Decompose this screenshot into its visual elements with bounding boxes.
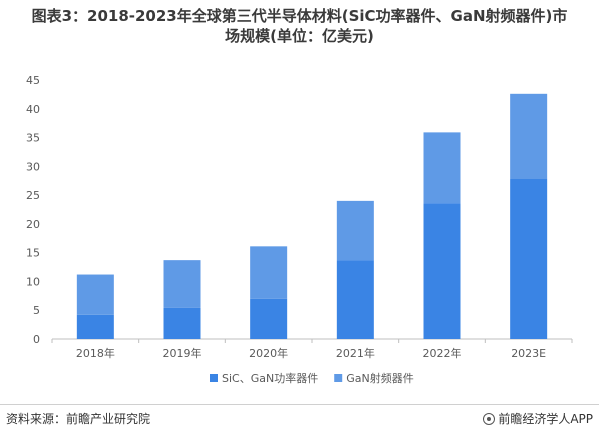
brand-credit: 前瞻经济学人APP bbox=[483, 410, 593, 427]
bar-gan-rf bbox=[336, 200, 374, 261]
bar-gan-rf bbox=[250, 246, 288, 299]
y-tick-label: 30 bbox=[26, 160, 40, 173]
y-tick-label: 10 bbox=[26, 275, 40, 288]
legend-label: SiC、GaN功率器件 bbox=[222, 371, 318, 385]
chart-title-line-2: 场规模(单位：亿美元) bbox=[225, 27, 374, 45]
x-tick-label: 2019年 bbox=[163, 346, 202, 360]
y-tick-label: 45 bbox=[26, 74, 40, 87]
bar-sic-gan-power bbox=[163, 307, 201, 339]
bar-gan-rf bbox=[163, 260, 201, 308]
x-tick-label: 2021年 bbox=[336, 346, 375, 360]
x-tick-label: 2022年 bbox=[423, 346, 462, 360]
legend-label: GaN射频器件 bbox=[346, 371, 414, 385]
legend-swatch bbox=[210, 374, 218, 382]
footer-divider bbox=[0, 404, 599, 405]
y-tick-label: 35 bbox=[26, 132, 40, 145]
chart-title: 图表3：2018-2023年全球第三代半导体材料(SiC功率器件、GaN射频器件… bbox=[0, 6, 599, 46]
bar-gan-rf bbox=[510, 93, 548, 179]
y-tick-label: 0 bbox=[33, 333, 40, 346]
y-tick-label: 15 bbox=[26, 247, 40, 260]
y-tick-label: 25 bbox=[26, 189, 40, 202]
bar-sic-gan-power bbox=[76, 314, 114, 339]
x-tick-label: 2018年 bbox=[76, 346, 115, 360]
qianzhan-logo-icon bbox=[483, 412, 496, 425]
y-tick-label: 5 bbox=[33, 304, 40, 317]
bar-sic-gan-power bbox=[336, 260, 374, 339]
source-note: 资料来源：前瞻产业研究院 bbox=[6, 412, 151, 426]
brand-credit-label: 前瞻经济学人APP bbox=[498, 412, 593, 426]
x-tick-label: 2020年 bbox=[249, 346, 288, 360]
bar-gan-rf bbox=[76, 274, 114, 315]
bar-gan-rf bbox=[423, 132, 461, 204]
y-tick-label: 40 bbox=[26, 103, 40, 116]
chart-title-line-1: 图表3：2018-2023年全球第三代半导体材料(SiC功率器件、GaN射频器件… bbox=[31, 7, 568, 25]
x-tick-label: 2023E bbox=[511, 347, 546, 360]
bar-sic-gan-power bbox=[423, 203, 461, 339]
legend-swatch bbox=[334, 374, 343, 382]
bar-sic-gan-power bbox=[510, 178, 548, 339]
bar-sic-gan-power bbox=[250, 298, 288, 339]
y-tick-label: 20 bbox=[26, 218, 40, 231]
